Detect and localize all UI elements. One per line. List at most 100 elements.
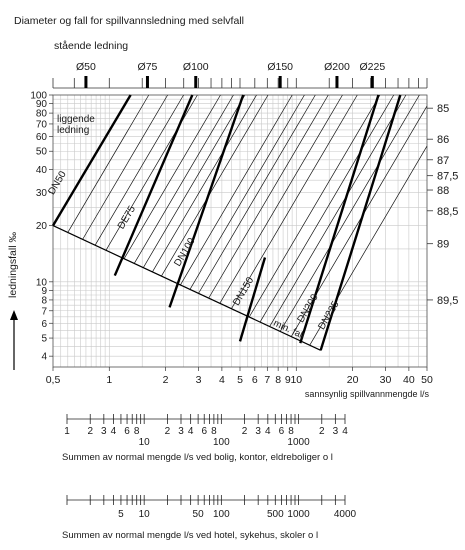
x-tick-label: 20 bbox=[347, 374, 359, 386]
y-tick-label: 40 bbox=[36, 165, 48, 176]
scale1-upper-label: 6 bbox=[279, 426, 285, 437]
y-tick-label: 80 bbox=[36, 109, 48, 120]
scale1-lower-label: 10 bbox=[139, 437, 151, 448]
thin-pipe-line bbox=[269, 94, 407, 327]
min-fall-line bbox=[52, 225, 321, 351]
scale1-upper-label: 6 bbox=[124, 426, 130, 437]
series-label-dn150: DN150 bbox=[231, 275, 256, 308]
top-scale-pipe-label: Ø75 bbox=[138, 61, 158, 73]
pipe-line-dn200 bbox=[299, 94, 380, 344]
top-scale-pipe-label: Ø50 bbox=[76, 61, 96, 73]
x-tick-label: 5 bbox=[237, 374, 243, 386]
top-scale-pipe-label: Ø150 bbox=[267, 61, 293, 73]
x-tick-label: 0,5 bbox=[46, 374, 61, 386]
x-tick-label: 6 bbox=[252, 374, 258, 386]
y-tick-label: 60 bbox=[36, 132, 48, 143]
scale2-label: 50 bbox=[193, 509, 205, 520]
scale1-upper-label: 2 bbox=[165, 426, 171, 437]
top-scale-pipe-label: Ø100 bbox=[183, 61, 209, 73]
thin-pipe-line bbox=[189, 94, 305, 290]
x-axis-label: sannsynlig spillvannmengde l/s bbox=[305, 389, 430, 399]
x-tick-label: 7 bbox=[264, 374, 270, 386]
x-tick-label: 2 bbox=[163, 374, 169, 386]
annotation-liggende: liggende bbox=[57, 114, 95, 125]
scale1-upper-label: 8 bbox=[134, 426, 140, 437]
y-axis-arrow-head bbox=[10, 310, 18, 320]
y-tick-label: 4 bbox=[41, 352, 47, 363]
scale2-label: 4000 bbox=[334, 509, 357, 520]
scale1-upper-label: 3 bbox=[101, 426, 107, 437]
right-scale-label: 89,5 bbox=[437, 295, 458, 307]
right-scale-label: 88 bbox=[437, 185, 449, 197]
x-tick-label: 10 bbox=[290, 374, 302, 386]
scale1-upper-label: 1 bbox=[64, 426, 70, 437]
thin-pipe-line bbox=[309, 145, 428, 346]
scale2-label: 500 bbox=[267, 509, 284, 520]
thin-pipe-line bbox=[142, 94, 246, 268]
pipe-line-dn150 bbox=[238, 257, 267, 342]
scale1-upper-label: 3 bbox=[333, 426, 339, 437]
scale2-label: 1000 bbox=[287, 509, 310, 520]
scale1-caption: Summen av normal mengde l/s ved bolig, k… bbox=[62, 452, 333, 463]
x-tick-label: 40 bbox=[403, 374, 415, 386]
right-scale-label: 87,5 bbox=[437, 171, 458, 183]
x-tick-label: 50 bbox=[421, 374, 433, 386]
thin-pipe-line bbox=[67, 94, 150, 233]
scale1-upper-label: 4 bbox=[111, 426, 117, 437]
y-tick-label: 30 bbox=[36, 188, 48, 199]
scale2-caption: Summen av normal mengde l/s ved hotel, s… bbox=[62, 530, 319, 541]
thin-pipe-line bbox=[123, 94, 221, 259]
top-scale-pipe-label: Ø200 bbox=[324, 61, 350, 73]
y-tick-label: 90 bbox=[36, 99, 48, 110]
annotation-ledning: ledning bbox=[57, 125, 89, 136]
y-tick-label: 7 bbox=[41, 306, 47, 317]
x-tick-label: 9 bbox=[285, 374, 291, 386]
x-tick-label: 8 bbox=[275, 374, 281, 386]
y-tick-label: 9 bbox=[41, 286, 47, 297]
scale1-lower-label: 1000 bbox=[287, 437, 310, 448]
y-tick-label: 6 bbox=[41, 319, 47, 330]
scale2-label: 100 bbox=[213, 509, 230, 520]
y-tick-label: 100 bbox=[30, 91, 47, 102]
scale1-upper-label: 4 bbox=[265, 426, 271, 437]
scale1-upper-label: 2 bbox=[87, 426, 93, 437]
right-scale-label: 86 bbox=[437, 134, 449, 146]
scale2-label: 5 bbox=[118, 509, 124, 520]
pipe-line-dn50 bbox=[51, 94, 132, 227]
x-tick-label: 3 bbox=[196, 374, 202, 386]
thin-pipe-line bbox=[161, 94, 269, 277]
pipe-line-dn225 bbox=[319, 94, 402, 351]
y-axis-label: ledningsfall ‰ bbox=[7, 232, 19, 298]
scale1-upper-label: 3 bbox=[178, 426, 184, 437]
x-tick-label: 1 bbox=[106, 374, 112, 386]
thin-pipe-line bbox=[180, 94, 293, 286]
y-tick-label: 50 bbox=[36, 147, 48, 158]
x-tick-label: 30 bbox=[380, 374, 392, 386]
top-scale-pipe-label: Ø225 bbox=[359, 61, 385, 73]
scale1-upper-label: 4 bbox=[342, 426, 348, 437]
y-tick-label: 8 bbox=[41, 295, 47, 306]
scale1-lower-label: 100 bbox=[213, 437, 230, 448]
pipe-line-de75 bbox=[113, 94, 194, 277]
y-tick-label: 10 bbox=[36, 277, 48, 288]
thin-pipe-line bbox=[208, 94, 329, 299]
thin-pipe-line bbox=[94, 94, 184, 246]
right-scale-label: 89 bbox=[437, 239, 449, 251]
right-scale-label: 85 bbox=[437, 103, 449, 115]
thin-pipe-line bbox=[219, 94, 343, 304]
thin-pipe-line bbox=[152, 94, 257, 273]
scale1-upper-label: 8 bbox=[288, 426, 294, 437]
scale1-upper-label: 2 bbox=[319, 426, 325, 437]
y-tick-label: 5 bbox=[41, 334, 47, 345]
right-scale-label: 88,5 bbox=[437, 206, 458, 218]
scale2-label: 10 bbox=[139, 509, 151, 520]
scale1-upper-label: 2 bbox=[242, 426, 248, 437]
scale1-upper-label: 3 bbox=[255, 426, 261, 437]
scale1-upper-label: 6 bbox=[201, 426, 207, 437]
thin-pipe-line bbox=[259, 94, 395, 323]
pipe-line-dn100 bbox=[168, 94, 245, 308]
chart-title: Diameter og fall for spillvannsledning m… bbox=[14, 15, 244, 27]
y-tick-label: 20 bbox=[36, 221, 48, 232]
x-tick-label: 4 bbox=[219, 374, 225, 386]
